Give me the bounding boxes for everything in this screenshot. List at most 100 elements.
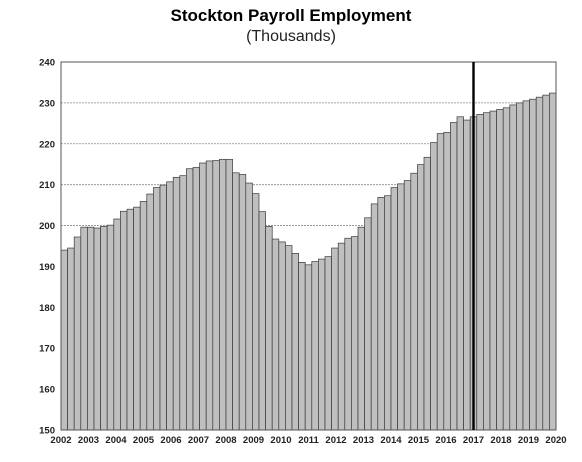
x-tick-label-0: 2002 (50, 435, 71, 446)
bar-65 (489, 110, 497, 431)
bar-20 (192, 167, 200, 431)
x-tick-label-16: 2018 (490, 435, 511, 446)
x-tick-label-9: 2011 (298, 435, 319, 446)
bar-72 (535, 96, 544, 431)
x-tick-label-7: 2009 (243, 435, 264, 446)
x-tick-label-3: 2005 (133, 435, 155, 446)
bar-22 (205, 160, 214, 431)
bar-30 (258, 211, 266, 431)
x-tick-label-10: 2012 (325, 435, 346, 446)
bar-11 (133, 206, 141, 431)
bar-57 (436, 133, 445, 431)
y-tick-label-6: 210 (39, 180, 55, 191)
x-tick-label-4: 2006 (160, 435, 181, 446)
y-tick-label-0: 150 (39, 426, 55, 437)
bar-39 (318, 258, 326, 431)
x-tick-label-1: 2003 (78, 435, 99, 446)
x-tick-label-6: 2008 (215, 435, 236, 446)
bars (60, 92, 557, 431)
bar-24 (219, 158, 227, 431)
bar-33 (278, 241, 286, 431)
bar-60 (456, 116, 464, 431)
bar-71 (529, 98, 537, 431)
bar-73 (542, 94, 550, 431)
bar-13 (146, 193, 154, 431)
bar-14 (153, 187, 161, 431)
bar-52 (403, 180, 412, 431)
bar-46 (364, 217, 372, 431)
x-tick-label-8: 2010 (270, 435, 291, 446)
bar-29 (252, 193, 260, 431)
x-tick-label-11: 2013 (353, 435, 374, 446)
bar-40 (324, 256, 332, 431)
bar-70 (522, 100, 530, 431)
bar-4 (87, 226, 95, 431)
bar-12 (139, 201, 148, 431)
bar-8 (113, 218, 121, 431)
x-tick-label-2: 2004 (105, 435, 127, 446)
bar-36 (298, 262, 306, 431)
x-axis-ticks: 2002 2003 2004 2005 2006 2007 2008 2009 2010 2011… (50, 435, 566, 446)
bar-1 (67, 247, 75, 431)
bar-48 (377, 196, 385, 431)
bar-0 (60, 249, 68, 431)
bar-59 (450, 122, 458, 431)
bar-18 (179, 175, 187, 431)
y-tick-label-5: 200 (39, 221, 55, 232)
chart-title: Stockton Payroll Employment (170, 6, 412, 25)
x-tick-label-13: 2015 (408, 435, 430, 446)
bar-56 (430, 142, 438, 431)
bar-69 (516, 102, 524, 431)
y-tick-label-1: 160 (39, 385, 55, 396)
bar-38 (311, 261, 319, 431)
bar-25 (225, 158, 233, 431)
x-tick-label-12: 2014 (380, 435, 402, 446)
bar-26 (232, 172, 240, 431)
bar-66 (496, 109, 504, 431)
x-tick-label-18: 2020 (545, 435, 566, 446)
bar-16 (166, 181, 174, 431)
y-tick-label-2: 170 (39, 344, 55, 355)
x-tick-label-5: 2007 (188, 435, 209, 446)
axes (60, 61, 557, 431)
bar-23 (212, 160, 220, 431)
y-axis-ticks: 150 160 170 180 190 200 210 220 230 240 (39, 58, 55, 437)
chart-subtitle: (Thousands) (246, 28, 336, 45)
bar-63 (476, 113, 484, 431)
y-tick-label-3: 180 (39, 303, 55, 314)
y-tick-label-9: 240 (39, 58, 55, 69)
bar-21 (199, 162, 207, 431)
bar-47 (370, 203, 379, 431)
bar-49 (384, 195, 392, 431)
bar-64 (483, 112, 491, 431)
x-tick-label-15: 2017 (463, 435, 484, 446)
bar-3 (80, 226, 88, 431)
plot-frame (60, 61, 557, 431)
bar-34 (285, 245, 293, 431)
bar-35 (291, 253, 299, 431)
bar-43 (344, 237, 352, 431)
bar-42 (337, 242, 346, 431)
bar-27 (238, 174, 247, 431)
bar-67 (502, 107, 511, 431)
bar-50 (390, 187, 398, 431)
x-tick-label-14: 2016 (435, 435, 456, 446)
bar-58 (443, 131, 451, 431)
bar-45 (357, 226, 365, 431)
bar-19 (186, 168, 194, 431)
bar-51 (397, 183, 405, 431)
bar-6 (100, 226, 108, 431)
bar-44 (351, 236, 359, 431)
y-tick-label-7: 220 (39, 139, 55, 150)
bar-37 (304, 264, 313, 431)
bar-61 (463, 119, 471, 431)
bar-54 (417, 164, 425, 431)
bar-55 (423, 156, 431, 431)
bar-5 (93, 227, 101, 431)
bar-32 (271, 238, 280, 431)
x-tick-label-17: 2019 (518, 435, 539, 446)
bar-17 (172, 176, 181, 431)
bar-9 (120, 210, 128, 431)
bar-28 (245, 182, 253, 431)
